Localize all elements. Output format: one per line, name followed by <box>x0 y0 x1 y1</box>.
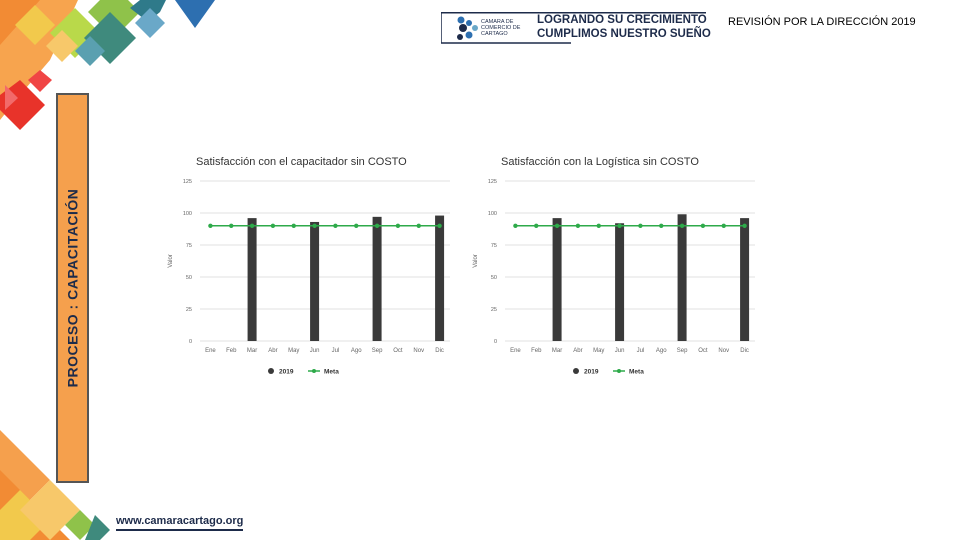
x-tick-label: Feb <box>531 348 542 354</box>
process-side-panel <box>56 93 89 483</box>
y-tick-label: 0 <box>494 339 497 345</box>
legend-marker-2019 <box>573 368 579 374</box>
y-tick-label: 125 <box>488 179 497 185</box>
y-tick-label: 125 <box>183 179 192 185</box>
website-underline <box>116 529 243 531</box>
chart-capacitador-svg: Satisfacción con el capacitador sin COST… <box>168 156 450 376</box>
x-tick-label: Mar <box>247 348 257 354</box>
goal-point <box>374 223 380 228</box>
x-tick-label: Abr <box>573 348 582 354</box>
slogan-line-2: CUMPLIMOS NUESTRO SUEÑO <box>537 28 711 40</box>
x-tick-label: Jul <box>332 348 340 354</box>
bar-jun <box>310 221 320 341</box>
y-tick-label: 75 <box>186 243 192 249</box>
x-tick-label: Ago <box>656 348 667 354</box>
process-label-container: PROCESO : CAPACITACIÓN <box>56 93 89 483</box>
chart-title: Satisfacción con el capacitador sin COST… <box>196 156 407 168</box>
slogan-line-1: LOGRANDO SU CRECIMIENTO <box>537 14 707 26</box>
goal-point <box>249 223 255 228</box>
y-axis-label: Valor <box>473 254 479 268</box>
bar-sep <box>677 214 687 341</box>
x-tick-label: Jun <box>615 348 625 354</box>
bar-jun <box>615 223 625 341</box>
y-tick-label: 25 <box>491 307 497 313</box>
legend-label-meta: Meta <box>629 369 644 376</box>
bar-dic <box>435 215 445 341</box>
goal-point <box>395 223 401 228</box>
x-tick-label: Ene <box>510 348 521 354</box>
chart-logistica-svg: Satisfacción con la Logística sin COSTO 0… <box>473 156 755 376</box>
goal-point <box>229 223 234 228</box>
y-tick-label: 50 <box>186 275 192 281</box>
x-tick-label: Sep <box>677 348 688 354</box>
y-tick-label: 100 <box>488 211 497 217</box>
goal-point <box>208 223 213 228</box>
x-tick-label: Dic <box>740 348 749 354</box>
y-axis-label: Valor <box>168 254 174 268</box>
x-tick-label: Ago <box>351 348 362 354</box>
x-tick-label: Nov <box>718 348 729 354</box>
review-title: REVISIÓN POR LA DIRECCIÓN 2019 <box>728 16 916 28</box>
goal-point <box>354 223 359 228</box>
y-tick-label: 100 <box>183 211 192 217</box>
chart-capacitador: Satisfacción con el capacitador sin COST… <box>160 150 460 385</box>
process-label: PROCESO : CAPACITACIÓN <box>64 188 81 388</box>
legend-label-2019: 2019 <box>584 369 599 376</box>
x-tick-label: Oct <box>698 348 708 354</box>
goal-point <box>416 223 421 228</box>
chart-logistica: Satisfacción con la Logística sin COSTO 0… <box>465 150 765 385</box>
website-link[interactable]: www.camaracartago.org <box>116 515 244 527</box>
x-tick-label: Jun <box>310 348 320 354</box>
goal-point <box>437 223 442 228</box>
x-tick-label: Mar <box>552 348 562 354</box>
y-tick-label: 0 <box>189 339 192 345</box>
bar-mar <box>247 218 257 341</box>
goal-point <box>659 223 664 228</box>
goal-point <box>333 223 338 228</box>
goal-point <box>617 223 622 228</box>
x-tick-label: Sep <box>372 348 383 354</box>
legend-marker-meta <box>312 369 316 373</box>
x-tick-label: Oct <box>393 348 403 354</box>
goal-point <box>513 223 518 228</box>
bar-mar <box>552 218 562 341</box>
goal-point <box>638 223 643 228</box>
bar-dic <box>740 218 750 341</box>
slogan: LOGRANDO SU CRECIMIENTO CUMPLIMOS NUESTR… <box>537 13 711 41</box>
y-tick-label: 25 <box>186 307 192 313</box>
goal-point <box>721 223 726 228</box>
chart-title: Satisfacción con la Logística sin COSTO <box>501 156 699 168</box>
logo-frame <box>441 12 706 44</box>
chamber-logo-icon <box>457 16 478 40</box>
x-tick-label: Nov <box>413 348 424 354</box>
goal-point <box>270 223 276 228</box>
legend-marker-2019 <box>268 368 274 374</box>
goal-point <box>679 223 685 228</box>
goal-point <box>575 223 581 228</box>
y-tick-label: 50 <box>491 275 497 281</box>
y-tick-label: 75 <box>491 243 497 249</box>
goal-point <box>312 223 317 228</box>
bar-sep <box>372 216 382 341</box>
goal-point <box>742 223 747 228</box>
x-tick-label: Jul <box>637 348 645 354</box>
x-tick-label: May <box>288 348 299 354</box>
x-tick-label: Dic <box>435 348 444 354</box>
goal-point <box>534 223 539 228</box>
goal-point <box>554 223 560 228</box>
x-tick-label: Feb <box>226 348 237 354</box>
goal-point <box>291 223 296 228</box>
goal-point <box>596 223 601 228</box>
legend-marker-meta <box>617 369 621 373</box>
x-tick-label: Abr <box>268 348 277 354</box>
org-name: CAMARA DE COMERCIO DE CARTAGO <box>481 19 521 37</box>
legend-label-2019: 2019 <box>279 369 294 376</box>
goal-point <box>700 223 706 228</box>
x-tick-label: Ene <box>205 348 216 354</box>
legend-label-meta: Meta <box>324 369 339 376</box>
x-tick-label: May <box>593 348 604 354</box>
